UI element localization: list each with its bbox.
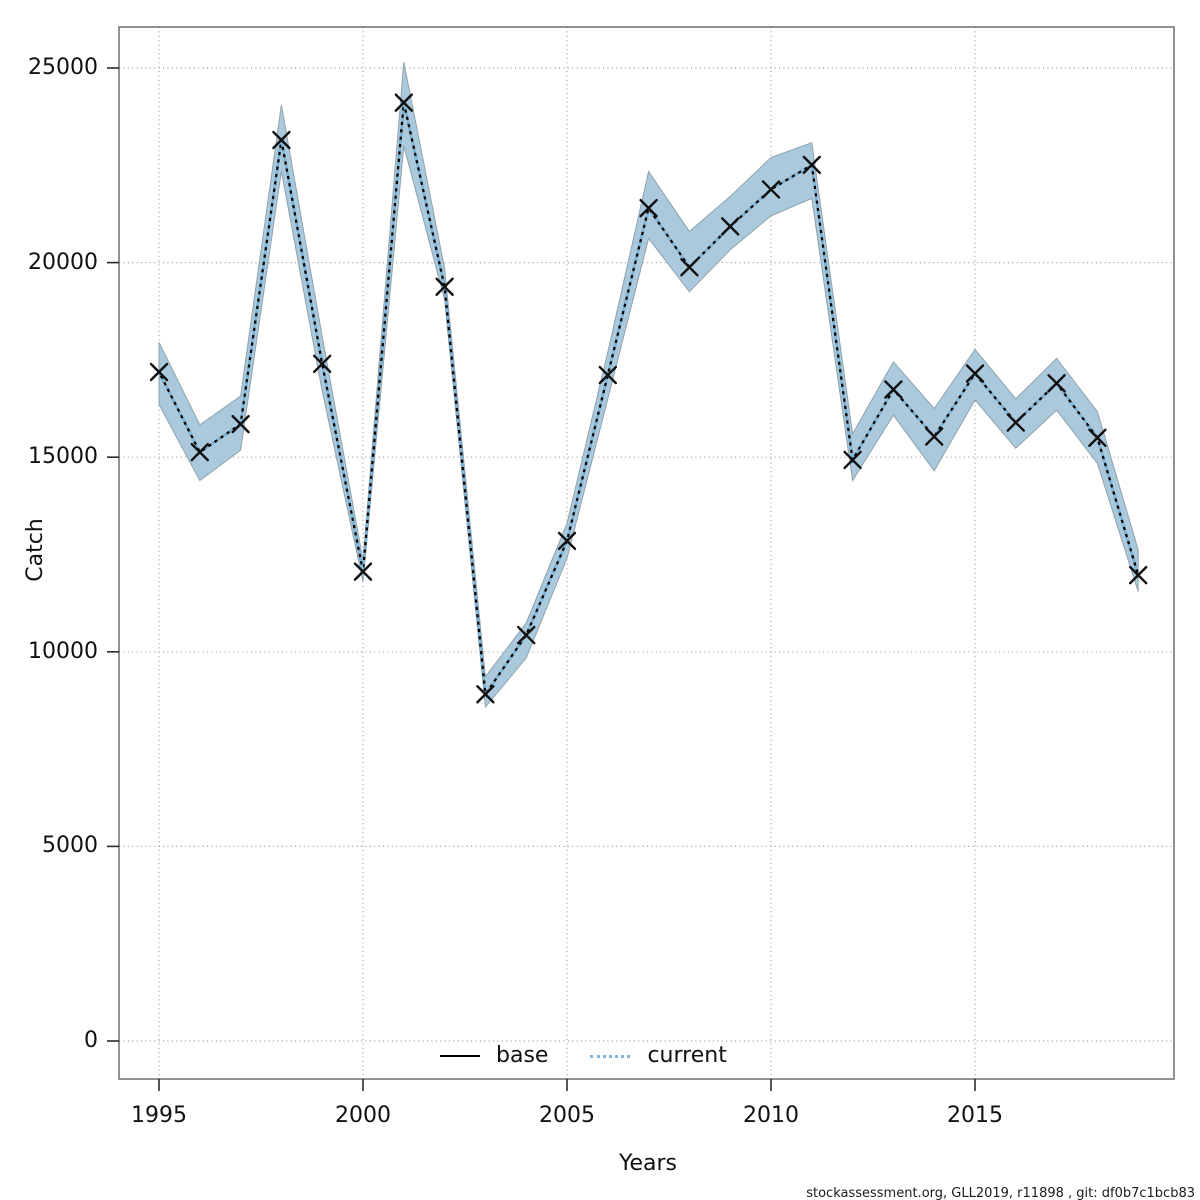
data-point-marker: [680, 258, 699, 277]
legend-current-label: current: [647, 1043, 727, 1068]
x-tick-label: 2015: [947, 1103, 1003, 1128]
legend-current-line-sample: [590, 1054, 631, 1058]
watermark: stockassessment.org, GLL2019, r11898 , g…: [806, 1186, 1195, 1200]
legend-base-line-sample: [440, 1055, 480, 1057]
x-tick-label: 2000: [335, 1103, 391, 1128]
data-point-marker: [598, 365, 617, 385]
y-tick-label: 0: [84, 1028, 98, 1053]
data-point-marker: [190, 442, 209, 462]
data-point-marker: [1047, 374, 1066, 393]
data-point-marker: [802, 155, 821, 175]
data-point-marker: [353, 562, 373, 581]
plot-border: [118, 26, 1175, 1080]
data-point-marker: [557, 531, 577, 551]
data-point-marker: [517, 625, 536, 645]
data-point-marker: [272, 130, 291, 150]
data-point-marker: [1006, 413, 1025, 432]
x-tick-label: 1995: [131, 1103, 187, 1128]
data-point-marker: [721, 217, 740, 236]
legend: base current: [440, 1044, 727, 1068]
x-axis-title: Years: [618, 1151, 678, 1176]
y-axis-title: Catch: [23, 518, 48, 582]
data-point-marker: [313, 354, 332, 373]
data-point-marker: [1129, 565, 1148, 585]
x-tick-label: 2010: [743, 1103, 799, 1128]
data-point-marker: [394, 93, 413, 112]
data-markers: [149, 93, 1148, 704]
confidence-band: [158, 62, 1139, 709]
data-point-marker: [761, 180, 781, 199]
legend-base-label: base: [496, 1043, 549, 1068]
data-point-marker: [925, 427, 944, 446]
data-point-marker: [1088, 428, 1107, 447]
axis-ticks: [107, 67, 976, 1091]
y-tick-label: 25000: [28, 55, 98, 80]
data-point-marker: [639, 198, 658, 218]
data-point-marker: [435, 277, 454, 296]
data-point-marker: [884, 380, 903, 399]
y-tick-label: 15000: [28, 444, 98, 470]
y-tick-label: 10000: [28, 638, 98, 664]
data-point-marker: [149, 362, 169, 382]
data-point-marker: [231, 414, 250, 434]
x-tick-label: 2005: [539, 1103, 595, 1128]
y-tick-label: 20000: [28, 249, 98, 275]
y-tick-label: 5000: [42, 833, 98, 859]
data-point-marker: [965, 364, 985, 383]
data-point-marker: [843, 450, 862, 470]
data-point-marker: [476, 685, 495, 704]
